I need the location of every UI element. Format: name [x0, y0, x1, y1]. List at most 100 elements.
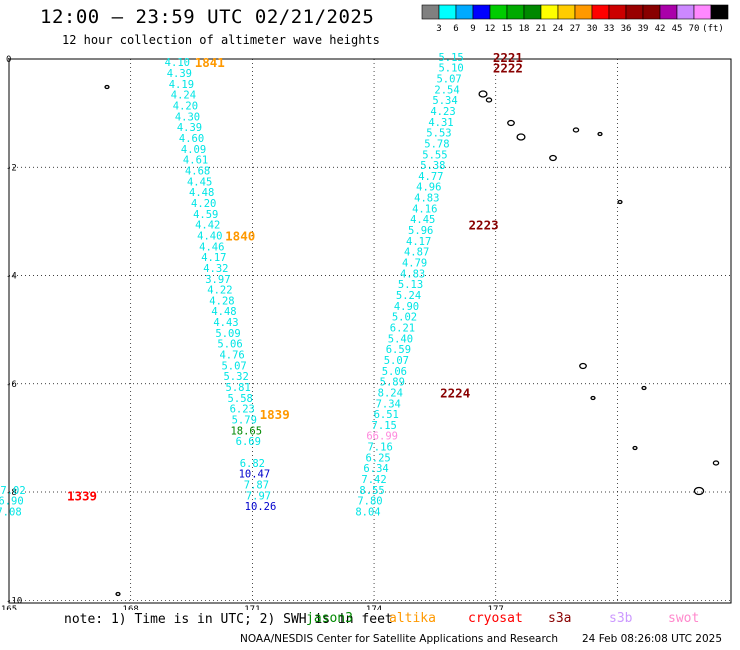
- colorbar-tick-label: 24: [553, 24, 564, 34]
- wave-height-map: 0-2-4-6-8-101651681711741774.104.394.194…: [0, 50, 732, 610]
- footer-note: note: 1) Time is in UTC; 2) SWH is in fe…: [64, 612, 393, 627]
- colorbar-tick-label: 6: [453, 24, 458, 34]
- island-outline: [641, 385, 647, 391]
- wave-height-label: 4.20: [191, 198, 216, 210]
- wave-height-label: 5.32: [223, 371, 248, 383]
- wave-height-label: 5.81: [226, 382, 251, 394]
- colorbar-tick-label: 36: [621, 24, 632, 34]
- lon-tick-label: 165: [1, 605, 17, 610]
- mission-legend: jason3 altika cryosat s3a s3b swot: [0, 611, 740, 629]
- wave-height-label: 7.02: [0, 485, 25, 497]
- wave-height-label: 4.83: [414, 193, 439, 205]
- wave-height-label: 6.82: [240, 458, 265, 470]
- wave-height-label: 6.59: [386, 344, 411, 356]
- pass-number-label: 1839: [260, 407, 290, 422]
- wave-height-label: 6.51: [374, 409, 399, 421]
- wave-height-label: 6.90: [0, 496, 24, 508]
- pass-number-label: 1841: [195, 55, 225, 70]
- credit-line: NOAA/NESDIS Center for Satellite Applica…: [240, 633, 558, 645]
- wave-height-label: 5.06: [382, 366, 407, 378]
- colorbar-tick-label: 45: [672, 24, 683, 34]
- wave-height-label: 5.89: [380, 377, 405, 389]
- wave-height-label: 7.87: [244, 479, 269, 491]
- island-outline: [712, 460, 720, 466]
- wave-height-label: 4.10: [165, 57, 190, 69]
- wave-height-label: 7.16: [367, 442, 392, 454]
- mission-label: altika: [389, 611, 436, 626]
- wave-height-label: 4.17: [406, 236, 431, 248]
- wave-height-label: 6.34: [363, 463, 388, 475]
- pass-number-label: 2222: [493, 61, 523, 76]
- island-outline: [617, 199, 623, 205]
- colorbar-tick-label: 70: [689, 24, 700, 34]
- wave-height-label: 4.77: [418, 171, 443, 183]
- wave-height-label: 4.32: [203, 263, 228, 275]
- pass-number-label: 2223: [469, 218, 499, 233]
- wave-height-label: 4.43: [213, 317, 238, 329]
- generated-timestamp: 24 Feb 08:26:08 UTC 2025: [582, 633, 722, 645]
- wave-height-label: 4.45: [410, 214, 435, 226]
- colorbar-tick-label: 33: [604, 24, 615, 34]
- wave-height-label: 4.17: [201, 252, 226, 264]
- wave-height-label: 4.59: [193, 209, 218, 221]
- wave-height-label: 4.83: [400, 268, 425, 280]
- wave-height-label: 6.21: [390, 322, 415, 334]
- wave-height-label: 4.68: [185, 166, 210, 178]
- colorbar-tick-label: 3: [436, 24, 441, 34]
- wave-height-label: 4.22: [207, 285, 232, 297]
- wave-height-label: 4.61: [183, 155, 208, 167]
- wave-height-label: 7.42: [361, 474, 386, 486]
- island-outline: [507, 119, 515, 127]
- wave-height-label: 4.60: [179, 133, 204, 145]
- wave-height-label: 4.24: [171, 90, 196, 102]
- map-subtitle: 12 hour collection of altimeter wave hei…: [62, 33, 380, 47]
- island-outline: [478, 90, 488, 98]
- wave-height-label: 10.26: [245, 501, 277, 513]
- wave-height-label: 7.80: [357, 496, 382, 508]
- colorbar-tick-label: 18: [519, 24, 530, 34]
- wave-height-label: 4.20: [173, 101, 198, 113]
- wave-height-label: 5.10: [438, 63, 463, 75]
- island-outline: [597, 131, 603, 137]
- wave-height-label: 5.07: [384, 355, 409, 367]
- wave-height-label: 4.90: [394, 301, 419, 313]
- wave-height-label: 8.24: [378, 387, 403, 399]
- wave-height-label: 4.48: [189, 187, 214, 199]
- wave-height-label: 5.96: [408, 225, 433, 237]
- pass-number-label: 2221: [493, 50, 523, 65]
- wave-height-label: 8.55: [359, 485, 384, 497]
- wave-height-label: 4.96: [416, 182, 441, 194]
- colorbar-tick-label: 15: [502, 24, 513, 34]
- pass-number-label: 1840: [225, 228, 255, 243]
- wave-height-label: 5.55: [422, 149, 447, 161]
- wave-height-label: 4.16: [412, 203, 437, 215]
- wave-height-label: 7.97: [246, 490, 271, 502]
- wave-height-label: 5.53: [426, 128, 451, 140]
- colorbar-unit: (ft): [702, 24, 724, 34]
- wave-height-label: 4.40: [197, 230, 222, 242]
- colorbar-tick-label: 12: [485, 24, 496, 34]
- wave-height-label: 6.69: [236, 436, 261, 448]
- lon-tick-label: 171: [244, 605, 260, 610]
- island-outline: [632, 445, 638, 451]
- wave-height-label: 7.34: [376, 398, 401, 410]
- lat-tick-label: -6: [6, 380, 17, 390]
- wave-height-label: 7.08: [0, 507, 22, 519]
- wave-height-label: 10.47: [239, 469, 271, 481]
- lat-tick-label: -8: [6, 488, 17, 498]
- wave-height-label: 4.39: [167, 68, 192, 80]
- island-outline: [104, 84, 110, 90]
- wave-height-label: 5.07: [221, 360, 246, 372]
- island-outline: [579, 362, 587, 370]
- wave-height-label: 8.04: [355, 507, 380, 519]
- wave-height-label: 4.28: [209, 295, 234, 307]
- wave-height-label: 4.79: [402, 258, 427, 270]
- wave-height-label: 66.99: [366, 431, 398, 443]
- wave-height-label: 4.48: [211, 306, 236, 318]
- island-outline: [572, 127, 580, 133]
- mission-label: cryosat: [468, 611, 523, 626]
- mission-label: swot: [668, 611, 700, 626]
- wave-height-label: 4.39: [177, 122, 202, 134]
- wave-height-label: 6.23: [230, 404, 255, 416]
- wave-height-label: 5.58: [228, 393, 253, 405]
